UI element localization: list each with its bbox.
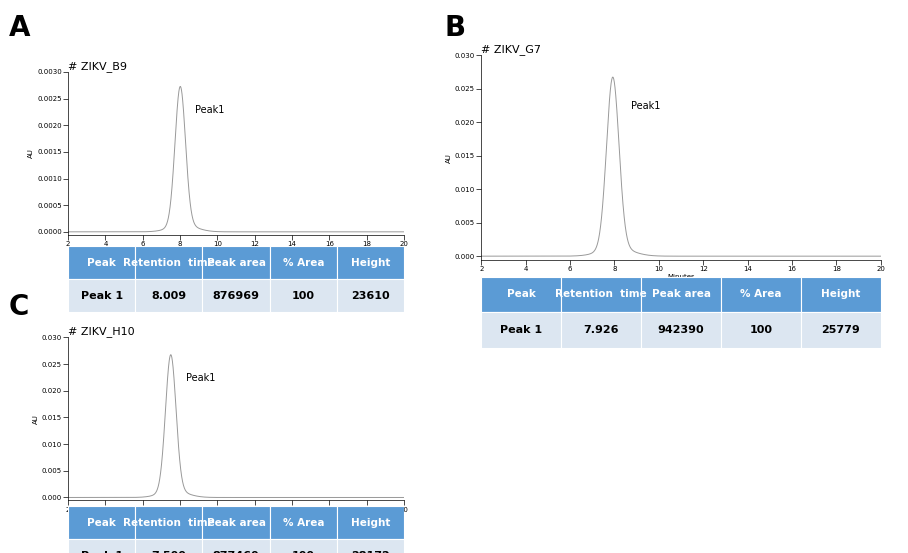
- Bar: [270, 539, 337, 553]
- Bar: [135, 506, 202, 539]
- Bar: [561, 276, 641, 312]
- Text: Peak: Peak: [507, 289, 536, 300]
- Text: 7.926: 7.926: [583, 325, 619, 336]
- Bar: [270, 279, 337, 312]
- Bar: [337, 246, 404, 279]
- Text: % Area: % Area: [282, 258, 324, 268]
- Bar: [202, 246, 270, 279]
- Text: 942390: 942390: [657, 325, 705, 336]
- Text: Peak1: Peak1: [195, 105, 224, 115]
- Text: # ZIKV_H10: # ZIKV_H10: [68, 326, 134, 337]
- Text: Peak area: Peak area: [652, 289, 710, 300]
- Bar: [202, 279, 270, 312]
- Bar: [337, 279, 404, 312]
- Bar: [481, 312, 561, 348]
- Bar: [135, 539, 202, 553]
- Bar: [68, 246, 135, 279]
- Bar: [270, 506, 337, 539]
- Bar: [68, 279, 135, 312]
- Bar: [561, 312, 641, 348]
- Text: 28172: 28172: [351, 551, 390, 553]
- Y-axis label: AU: AU: [28, 149, 35, 158]
- Bar: [68, 539, 135, 553]
- X-axis label: Minutes: Minutes: [222, 514, 250, 520]
- Text: # ZIKV_G7: # ZIKV_G7: [481, 44, 541, 55]
- Text: Height: Height: [350, 518, 390, 528]
- X-axis label: Minutes: Minutes: [667, 274, 695, 280]
- Text: Peak 1: Peak 1: [500, 325, 542, 336]
- Text: 7.500: 7.500: [152, 551, 186, 553]
- Text: B: B: [445, 14, 466, 42]
- Bar: [135, 246, 202, 279]
- Bar: [337, 506, 404, 539]
- Text: Peak area: Peak area: [207, 258, 265, 268]
- Bar: [68, 506, 135, 539]
- Bar: [135, 279, 202, 312]
- Text: % Area: % Area: [282, 518, 324, 528]
- Text: 8.009: 8.009: [152, 291, 186, 301]
- Text: Retention  time: Retention time: [555, 289, 647, 300]
- Bar: [801, 276, 881, 312]
- Bar: [270, 246, 337, 279]
- Text: Peak1: Peak1: [630, 101, 660, 111]
- Y-axis label: AU: AU: [33, 414, 39, 424]
- Text: % Area: % Area: [740, 289, 782, 300]
- Text: C: C: [9, 293, 29, 321]
- Text: Peak: Peak: [87, 518, 116, 528]
- Bar: [721, 312, 801, 348]
- Text: Peak 1: Peak 1: [81, 291, 123, 301]
- Text: 100: 100: [291, 551, 315, 553]
- Y-axis label: AU: AU: [446, 153, 452, 163]
- Bar: [202, 539, 270, 553]
- Text: 23610: 23610: [351, 291, 390, 301]
- Bar: [641, 276, 721, 312]
- Text: 25779: 25779: [822, 325, 860, 336]
- X-axis label: Minutes: Minutes: [222, 249, 250, 255]
- Text: A: A: [9, 14, 31, 42]
- Text: Peak: Peak: [87, 258, 116, 268]
- Text: 100: 100: [749, 325, 773, 336]
- Text: 100: 100: [291, 291, 315, 301]
- Text: Peak 1: Peak 1: [81, 551, 123, 553]
- Text: Retention  time: Retention time: [123, 258, 215, 268]
- Bar: [801, 312, 881, 348]
- Bar: [641, 312, 721, 348]
- Text: Peak1: Peak1: [186, 373, 215, 383]
- Text: 876969: 876969: [212, 291, 260, 301]
- Text: Retention  time: Retention time: [123, 518, 215, 528]
- Bar: [202, 506, 270, 539]
- Text: Height: Height: [350, 258, 390, 268]
- Bar: [481, 276, 561, 312]
- Text: Peak area: Peak area: [207, 518, 265, 528]
- Text: Height: Height: [821, 289, 861, 300]
- Bar: [721, 276, 801, 312]
- Text: 877460: 877460: [212, 551, 260, 553]
- Text: # ZIKV_B9: # ZIKV_B9: [68, 61, 127, 72]
- Bar: [337, 539, 404, 553]
